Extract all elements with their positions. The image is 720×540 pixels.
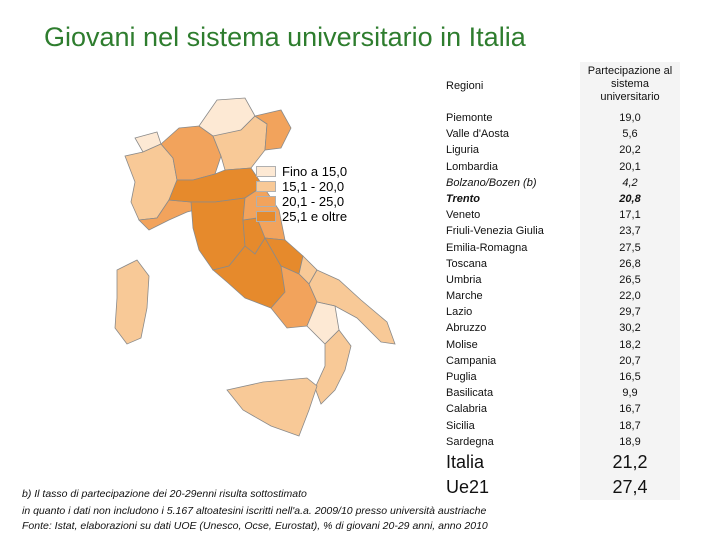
participation-table: Regioni Partecipazione al sistema univer… (442, 62, 680, 500)
table-row: Campania 20,7 (442, 352, 680, 369)
table-row: Valle d'Aosta 5,6 (442, 126, 680, 143)
map-legend: Fino a 15,0 15,1 - 20,0 20,1 - 25,0 25,1… (256, 164, 347, 224)
region-name: Abruzzo (442, 320, 580, 337)
legend-item: 25,1 e oltre (256, 209, 347, 224)
region-name: Toscana (442, 255, 580, 272)
participation-value: 29,7 (580, 304, 680, 321)
total-label: Ue21 (442, 474, 580, 500)
total-row: Ue21 27,4 (442, 474, 680, 500)
table-row: Marche 22,0 (442, 288, 680, 305)
table-row: Piemonte 19,0 (442, 110, 680, 127)
region-calabria (314, 329, 352, 405)
legend-item: 20,1 - 25,0 (256, 194, 347, 209)
footnote-b: b) Il tasso di partecipazione dei 20-29e… (22, 488, 307, 500)
region-friuli (254, 109, 292, 151)
table-row: Bolzano/Bozen (b) 4,2 (442, 174, 680, 191)
region-sicilia (226, 377, 318, 437)
table-row: Puglia 16,5 (442, 369, 680, 386)
table-row: Friuli-Venezia Giulia 23,7 (442, 223, 680, 240)
participation-value: 18,2 (580, 336, 680, 353)
region-name: Sardegna (442, 433, 580, 450)
legend-label: 15,1 - 20,0 (282, 179, 345, 194)
participation-value: 26,5 (580, 271, 680, 289)
total-row: Italia 21,2 (442, 449, 680, 475)
region-basilicata (306, 301, 340, 345)
participation-value: 20,7 (580, 352, 680, 369)
participation-value: 9,9 (580, 385, 680, 402)
region-name: Lazio (442, 304, 580, 321)
footnote-b-continued: in quanto i dati non includono i 5.167 a… (22, 505, 487, 517)
region-name: Friuli-Venezia Giulia (442, 223, 580, 240)
table-row: Abruzzo 30,2 (442, 320, 680, 337)
participation-value: 17,1 (580, 207, 680, 224)
legend-swatch (256, 181, 276, 192)
legend-item: 15,1 - 20,0 (256, 179, 347, 194)
participation-value: 16,5 (580, 369, 680, 386)
participation-value: 30,2 (580, 320, 680, 337)
table-row: Sicilia 18,7 (442, 417, 680, 434)
participation-value: 27,5 (580, 239, 680, 256)
table-row: Lombardia 20,1 (442, 158, 680, 175)
region-name: Trento (442, 190, 580, 208)
region-name: Liguria (442, 142, 580, 159)
table-row: Calabria 16,7 (442, 401, 680, 418)
region-name: Molise (442, 336, 580, 353)
participation-value: 18,7 (580, 417, 680, 434)
region-name: Basilicata (442, 385, 580, 402)
legend-swatch (256, 196, 276, 207)
participation-value: 16,7 (580, 401, 680, 418)
legend-label: Fino a 15,0 (282, 164, 348, 179)
table-row: Veneto 17,1 (442, 207, 680, 224)
header-region: Regioni (442, 62, 580, 110)
legend-swatch (256, 211, 276, 222)
participation-value: 22,0 (580, 288, 680, 305)
legend-swatch (256, 166, 276, 177)
region-name: Puglia (442, 369, 580, 386)
region-name: Lombardia (442, 158, 580, 175)
table-row: Basilicata 9,9 (442, 385, 680, 402)
source-note: Fonte: Istat, elaborazioni su dati UOE (… (22, 520, 488, 532)
region-name: Marche (442, 288, 580, 305)
page-title: Giovani nel sistema universitario in Ita… (44, 22, 526, 52)
region-name: Valle d'Aosta (442, 126, 580, 143)
total-label: Italia (442, 449, 580, 475)
participation-value: 18,9 (580, 433, 680, 450)
region-lombardia (160, 125, 222, 181)
participation-value: 20,1 (580, 158, 680, 175)
participation-value: 26,8 (580, 255, 680, 272)
legend-label: 20,1 - 25,0 (282, 194, 345, 209)
legend-item: Fino a 15,0 (256, 164, 347, 179)
table-row: Toscana 26,8 (442, 255, 680, 272)
region-sardegna (114, 259, 150, 345)
table-row: Trento 20,8 (442, 190, 680, 208)
italy-map (114, 97, 396, 437)
table-row: Emilia-Romagna 27,5 (442, 239, 680, 256)
legend-label: 25,1 e oltre (282, 209, 348, 224)
participation-value: 20,2 (580, 142, 680, 159)
header-value: Partecipazione al sistema universitario (580, 62, 680, 110)
total-value: 27,4 (580, 474, 680, 500)
table-header: Regioni Partecipazione al sistema univer… (442, 62, 680, 110)
region-name: Emilia-Romagna (442, 239, 580, 256)
participation-value: 20,8 (580, 190, 680, 208)
region-name: Piemonte (442, 110, 580, 127)
participation-value: 19,0 (580, 110, 680, 127)
region-name: Campania (442, 352, 580, 369)
participation-value: 23,7 (580, 223, 680, 240)
table-row: Umbria 26,5 (442, 271, 680, 289)
table-row: Sardegna 18,9 (442, 433, 680, 450)
region-name: Sicilia (442, 417, 580, 434)
table-row: Molise 18,2 (442, 336, 680, 353)
region-name: Umbria (442, 271, 580, 289)
table-row: Liguria 20,2 (442, 142, 680, 159)
table-row: Lazio 29,7 (442, 304, 680, 321)
region-name: Veneto (442, 207, 580, 224)
participation-value: 5,6 (580, 126, 680, 143)
region-name: Bolzano/Bozen (b) (442, 174, 580, 191)
participation-value: 4,2 (580, 174, 680, 191)
region-name: Calabria (442, 401, 580, 418)
total-value: 21,2 (580, 449, 680, 475)
